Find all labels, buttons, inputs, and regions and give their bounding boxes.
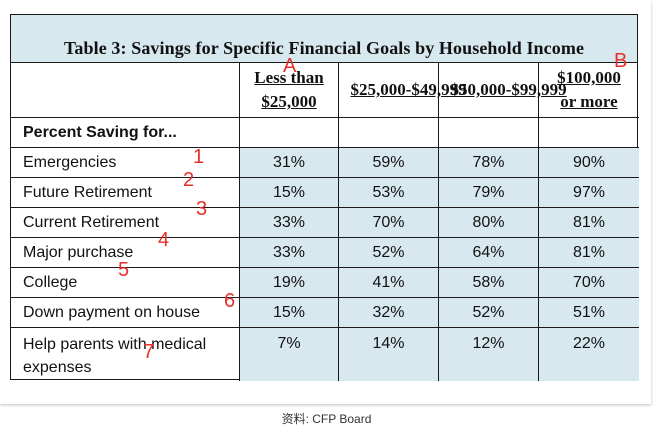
table-cell: 52% xyxy=(339,238,439,268)
row-label-text: Future Retirement xyxy=(23,183,152,201)
annotation-letter-b: B xyxy=(614,50,628,72)
table-cell: 22% xyxy=(539,328,639,381)
column-header-label: Less than $25,000 xyxy=(254,68,324,111)
annotation-number-1: 1 xyxy=(193,146,205,168)
row-label: Down payment on house xyxy=(11,298,240,328)
header-corner-cell xyxy=(11,63,240,118)
empty-cell xyxy=(339,118,439,148)
column-header-2: $25,000-$49,999 xyxy=(339,63,467,118)
table-cell: 81% xyxy=(539,208,639,238)
row-label-text: Emergencies xyxy=(23,153,117,171)
empty-cell xyxy=(240,118,339,148)
table-cell: 12% xyxy=(439,328,539,381)
table-cell: 81% xyxy=(539,238,639,268)
row-label: College xyxy=(11,268,240,298)
table-cell: 79% xyxy=(439,178,539,208)
row-label-text: Help parents with medical expenses xyxy=(23,336,207,376)
table-cell: 15% xyxy=(240,178,339,208)
row-label: Current Retirement xyxy=(11,208,240,238)
row-label: Future Retirement xyxy=(11,178,240,208)
row-label: Emergencies xyxy=(11,148,240,178)
table-cell: 80% xyxy=(439,208,539,238)
table-title: Table 3: Savings for Specific Financial … xyxy=(63,38,585,58)
table-cell: 31% xyxy=(240,148,339,178)
row-label-text: Major purchase xyxy=(23,243,134,261)
table-cell: 97% xyxy=(539,178,639,208)
annotation-number-6: 6 xyxy=(224,290,236,312)
annotation-number-3: 3 xyxy=(196,198,208,220)
table-cell: 32% xyxy=(339,298,439,328)
empty-cell xyxy=(539,118,639,148)
table-cell: 70% xyxy=(539,268,639,298)
annotation-number-7: 7 xyxy=(143,341,155,363)
table-cell: 19% xyxy=(240,268,339,298)
section-label-cell: Percent Saving for... xyxy=(11,118,240,148)
table-card: Table 3: Savings for Specific Financial … xyxy=(10,14,639,381)
row-label-text: College xyxy=(23,273,78,291)
column-header-1: Less than $25,000 xyxy=(240,63,339,118)
source-caption: 资料: CFP Board xyxy=(281,412,372,426)
column-header-label: $50,000-$99,999 xyxy=(450,80,567,99)
savings-table: Table 3: Savings for Specific Financial … xyxy=(10,14,639,381)
row-label: Help parents with medical expenses xyxy=(11,328,240,381)
table-cell: 51% xyxy=(539,298,639,328)
annotation-number-2: 2 xyxy=(183,169,195,191)
table-cell: 59% xyxy=(339,148,439,178)
column-header-4: $100,000 or more xyxy=(539,63,639,118)
table-cell: 53% xyxy=(339,178,439,208)
column-header-label: $100,000 or more xyxy=(557,68,621,111)
row-label: Major purchase xyxy=(11,238,240,268)
annotation-letter-a: A xyxy=(283,55,297,77)
column-header-label: $25,000-$49,999 xyxy=(350,80,467,99)
table-title-bar: Table 3: Savings for Specific Financial … xyxy=(11,15,637,63)
table-cell: 52% xyxy=(439,298,539,328)
row-label-text: Down payment on house xyxy=(23,303,200,321)
empty-cell xyxy=(439,118,539,148)
table-cell: 41% xyxy=(339,268,439,298)
table-cell: 78% xyxy=(439,148,539,178)
row-label-text: Current Retirement xyxy=(23,213,160,231)
table-cell: 15% xyxy=(240,298,339,328)
table-cell: 90% xyxy=(539,148,639,178)
table-cell: 64% xyxy=(439,238,539,268)
table-cell: 58% xyxy=(439,268,539,298)
table-cell: 14% xyxy=(339,328,439,381)
table-cell: 33% xyxy=(240,208,339,238)
annotation-number-5: 5 xyxy=(118,259,130,281)
column-header-3: $50,000-$99,999 xyxy=(439,63,567,118)
annotation-number-4: 4 xyxy=(158,229,170,251)
table-cell: 33% xyxy=(240,238,339,268)
table-cell: 7% xyxy=(240,328,339,381)
table-cell: 70% xyxy=(339,208,439,238)
